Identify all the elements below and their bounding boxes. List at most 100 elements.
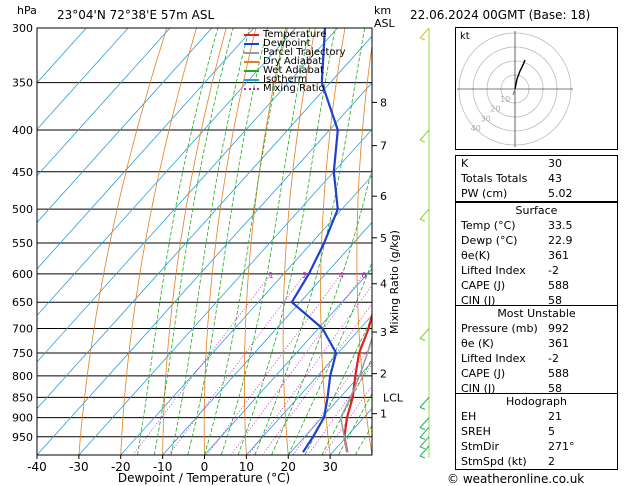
wet-adiabat: [237, 28, 336, 455]
surface-row: CIN (J) 58: [456, 293, 617, 308]
x-tick-label: 0: [201, 460, 209, 474]
hodograph-stat-label: SREH: [461, 425, 491, 438]
pressure-tick-label: 650: [12, 296, 33, 309]
surface-value: 58: [548, 294, 562, 307]
wind-barb: [419, 446, 426, 450]
wind-barb: [419, 427, 430, 438]
hodograph-stat-row: EH 21: [456, 409, 617, 424]
wind-barb: [419, 427, 426, 431]
legend-swatch: [244, 61, 259, 63]
pressure-tick-label: 600: [12, 268, 33, 281]
wind-barb: [419, 208, 430, 220]
wind-barb: [419, 436, 426, 440]
legend-label: Temperature: [263, 29, 327, 40]
pressure-tick-label: 700: [12, 323, 33, 336]
wind-barb: [419, 27, 430, 39]
hodograph-stat-row: StmDir 271°: [456, 439, 617, 454]
dry-adiabat: [282, 28, 316, 455]
surface-label: CAPE (J): [461, 279, 506, 292]
hodograph-ring-label: 20: [490, 105, 500, 114]
hodograph-stats-box: Hodograph EH 21 SREH 5 StmDir 271° StmSpd (kt)…: [455, 393, 618, 470]
mixing-ratio-label: 6: [361, 271, 366, 280]
most-unstable-row: Pressure (mb) 992: [456, 321, 617, 336]
indices-box: K 30 Totals Totals 43 PW (cm) 5.02: [455, 155, 618, 202]
x-tick-label: -40: [27, 460, 47, 474]
surface-row: Lifted Index -2: [456, 263, 617, 278]
km-tick-label: 6: [380, 190, 387, 203]
index-label: Totals Totals: [461, 172, 528, 185]
x-tick-label: -20: [111, 460, 131, 474]
most-unstable-row: CAPE (J) 588: [456, 366, 617, 381]
surface-box: Surface Temp (°C) 33.5 Dewp (°C) 22.9 θe(K) 3…: [455, 202, 618, 309]
surface-label: θe(K): [461, 249, 491, 262]
hodograph-stat-label: EH: [461, 410, 477, 423]
wind-barb: [419, 445, 430, 457]
most-unstable-label: θe (K): [461, 337, 494, 350]
wet-adiabat: [254, 28, 366, 455]
index-row: Totals Totals 43: [456, 171, 617, 186]
wind-barb: [419, 397, 430, 408]
wind-barb: [419, 406, 426, 410]
legend-label: Isotherm: [263, 74, 308, 85]
parcel-trajectory-line: [339, 335, 372, 453]
isotherm: [204, 268, 372, 455]
dry-adiabat: [356, 43, 372, 455]
hodograph-stats-title: Hodograph: [506, 395, 567, 408]
legend-swatch: [244, 52, 259, 54]
km-label: km: [374, 4, 392, 17]
wind-barb: [419, 436, 430, 448]
legend-swatch: [244, 34, 259, 36]
wet-adiabat: [204, 28, 288, 455]
legend-item: Temperature: [244, 29, 346, 40]
wet-adiabat: [153, 28, 234, 455]
km-tick-label: 7: [380, 140, 387, 153]
legend-label: Parcel Trajectory: [263, 47, 346, 58]
lcl-label: LCL: [383, 391, 404, 404]
most-unstable-value: 588: [548, 367, 569, 380]
wet-adiabat: [220, 28, 311, 455]
dry-adiabat: [120, 28, 197, 455]
index-value: 5.02: [548, 187, 573, 200]
pressure-tick-label: 500: [12, 203, 33, 216]
isotherm: [287, 361, 372, 455]
mixing-ratio-line: [168, 273, 306, 455]
pressure-tick-label: 800: [12, 370, 33, 383]
isotherm: [162, 221, 372, 455]
km-tick-label: 8: [380, 96, 387, 109]
most-unstable-value: -2: [548, 352, 559, 365]
surface-row: Dewp (°C) 22.9: [456, 233, 617, 248]
legend-item: Dewpoint: [244, 38, 346, 49]
pressure-tick-label: 400: [12, 124, 33, 137]
mixing-ratio-label: 1: [268, 271, 273, 280]
wet-adiabat: [304, 316, 372, 455]
index-value: 30: [548, 157, 562, 170]
index-row: K 30: [456, 156, 617, 171]
mixing-ratio-label: 16: [417, 271, 427, 280]
legend-label: Wet Adiabat: [263, 65, 324, 76]
legend-swatch: [244, 79, 259, 81]
surface-label: Dewp (°C): [461, 234, 518, 247]
surface-value: 22.9: [548, 234, 573, 247]
mixing-ratio-label: 2: [302, 271, 307, 280]
pressure-tick-label: 450: [12, 166, 33, 179]
units-label: hPa: [17, 4, 37, 17]
most-unstable-value: 361: [548, 337, 569, 350]
wind-barb: [419, 37, 426, 41]
wet-adiabat: [170, 28, 250, 455]
legend-label: Dewpoint: [263, 38, 311, 49]
hodograph-trace: [512, 88, 516, 96]
surface-value: 361: [548, 249, 569, 262]
pressure-tick-label: 950: [12, 431, 33, 444]
wind-barb: [419, 218, 426, 222]
isotherm: [37, 28, 213, 223]
wet-adiabat: [271, 166, 372, 455]
hodograph-stat-label: StmDir: [461, 440, 500, 453]
dry-adiabat: [203, 28, 257, 455]
isotherm: [37, 28, 255, 270]
wind-barb: [419, 417, 430, 428]
isotherm: [78, 128, 372, 455]
most-unstable-value: 58: [548, 382, 562, 395]
isotherm: [37, 28, 296, 317]
hodograph-stat-value: 21: [548, 410, 562, 423]
